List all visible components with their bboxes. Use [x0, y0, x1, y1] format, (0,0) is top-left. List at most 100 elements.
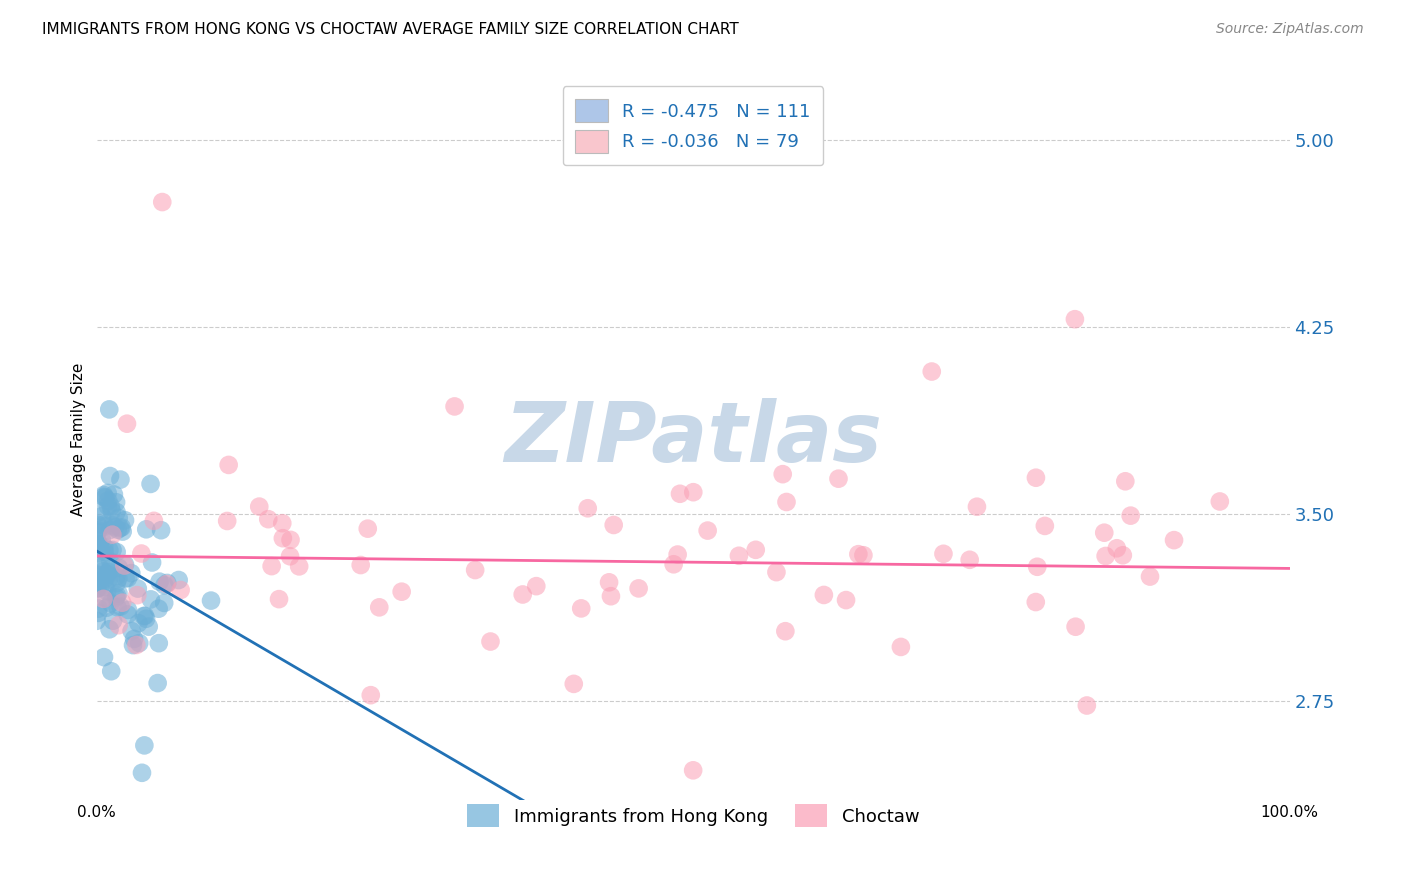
Point — [96, 600, 118, 615]
Point — [97, 567, 120, 582]
Point — [141, 556, 163, 570]
Point — [479, 634, 502, 648]
Point — [153, 596, 176, 610]
Point — [280, 533, 302, 547]
Point — [114, 558, 136, 572]
Point — [391, 584, 413, 599]
Point — [86, 581, 108, 595]
Point — [772, 467, 794, 482]
Point — [93, 541, 115, 555]
Point — [122, 632, 145, 646]
Point — [138, 620, 160, 634]
Point — [86, 536, 108, 550]
Point — [682, 485, 704, 500]
Point — [576, 501, 599, 516]
Point — [1112, 549, 1135, 563]
Point — [260, 559, 283, 574]
Point — [89, 537, 111, 551]
Point — [93, 650, 115, 665]
Point — [114, 513, 136, 527]
Point — [150, 195, 173, 210]
Point — [87, 524, 110, 538]
Point — [90, 554, 112, 568]
Point — [167, 573, 190, 587]
Point — [101, 504, 124, 518]
Point — [127, 616, 149, 631]
Point — [368, 600, 391, 615]
Point — [97, 486, 120, 500]
Point — [87, 517, 110, 532]
Point — [775, 624, 797, 639]
Point — [120, 566, 142, 581]
Point — [247, 500, 270, 514]
Point — [103, 487, 125, 501]
Point — [217, 514, 239, 528]
Point — [728, 549, 751, 563]
Point — [134, 608, 156, 623]
Point — [101, 527, 124, 541]
Point — [93, 490, 115, 504]
Point — [835, 593, 858, 607]
Point — [127, 582, 149, 596]
Point — [156, 577, 179, 591]
Point — [765, 565, 787, 579]
Point — [98, 523, 121, 537]
Point — [90, 542, 112, 557]
Point — [112, 558, 135, 573]
Point — [524, 579, 547, 593]
Point — [93, 517, 115, 532]
Point — [966, 500, 988, 514]
Point — [108, 521, 131, 535]
Point — [89, 560, 111, 574]
Point — [357, 522, 380, 536]
Point — [1033, 519, 1056, 533]
Point — [93, 572, 115, 586]
Point — [117, 607, 139, 622]
Point — [1209, 494, 1232, 508]
Point — [1163, 533, 1185, 548]
Point — [443, 400, 465, 414]
Point — [98, 622, 121, 636]
Point — [101, 518, 124, 533]
Point — [959, 553, 981, 567]
Point — [107, 511, 129, 525]
Point — [89, 541, 111, 556]
Text: ZIPatlas: ZIPatlas — [505, 399, 882, 479]
Point — [669, 487, 692, 501]
Point — [1092, 525, 1115, 540]
Point — [105, 505, 128, 519]
Point — [98, 543, 121, 558]
Point — [890, 640, 912, 654]
Point — [745, 542, 768, 557]
Point — [464, 563, 486, 577]
Point — [110, 473, 132, 487]
Point — [1064, 312, 1087, 326]
Point — [86, 568, 108, 582]
Point — [100, 500, 122, 514]
Point — [134, 739, 156, 753]
Point — [146, 676, 169, 690]
Point — [148, 601, 170, 615]
Point — [98, 562, 121, 576]
Point — [90, 533, 112, 547]
Point — [1119, 508, 1142, 523]
Point — [94, 491, 117, 505]
Point — [1026, 559, 1049, 574]
Point — [94, 519, 117, 533]
Point — [682, 764, 704, 778]
Point — [98, 402, 121, 417]
Point — [89, 504, 111, 518]
Point — [97, 565, 120, 579]
Point — [115, 417, 138, 431]
Point — [98, 469, 121, 483]
Point — [89, 581, 111, 595]
Point — [105, 569, 128, 583]
Point — [100, 665, 122, 679]
Point — [93, 591, 115, 606]
Point — [932, 547, 955, 561]
Point — [921, 365, 943, 379]
Point — [1094, 549, 1116, 563]
Point — [132, 609, 155, 624]
Point — [86, 614, 108, 628]
Point — [125, 638, 148, 652]
